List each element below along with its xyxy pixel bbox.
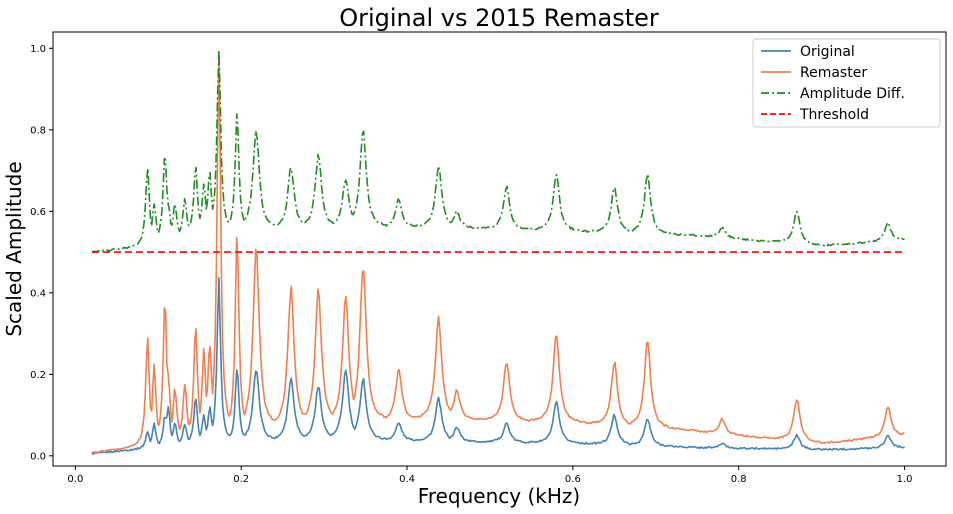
series-line-0 xyxy=(91,276,905,456)
x-tick-label: 1.0 xyxy=(897,474,913,485)
y-tick-label: 0.2 xyxy=(30,370,46,381)
y-axis-ticks: 0.0 0.2 0.4 0.6 0.8 1.0 xyxy=(30,44,53,462)
y-tick-label: 0.0 xyxy=(30,451,46,462)
legend-label: Amplitude Diff. xyxy=(800,86,905,102)
x-axis-ticks: 0.0 0.2 0.4 0.6 0.8 1.0 xyxy=(67,466,912,485)
plot-frame xyxy=(52,31,947,467)
y-axis-label: Scaled Amplitude xyxy=(2,161,26,336)
legend-label: Original xyxy=(800,44,855,60)
y-tick-label: 0.4 xyxy=(30,288,46,299)
y-tick-label: 0.8 xyxy=(30,125,46,136)
x-axis-label: Frequency (kHz) xyxy=(418,484,580,508)
series-lines xyxy=(91,49,905,456)
x-tick-label: 0.4 xyxy=(399,474,415,485)
series-line-1 xyxy=(91,53,905,454)
x-tick-label: 0.6 xyxy=(565,474,581,485)
legend: Original Remaster Amplitude Diff. Threshold xyxy=(752,38,941,128)
x-tick-label: 0.0 xyxy=(67,474,83,485)
x-tick-label: 0.8 xyxy=(731,474,747,485)
x-tick-label: 0.2 xyxy=(233,474,249,485)
legend-box xyxy=(752,38,941,128)
chart-title: Original vs 2015 Remaster xyxy=(339,4,659,32)
legend-label: Remaster xyxy=(800,65,867,81)
y-tick-label: 0.6 xyxy=(30,207,46,218)
series-line-2 xyxy=(91,49,905,253)
y-tick-label: 1.0 xyxy=(30,44,46,55)
legend-label: Threshold xyxy=(799,107,869,123)
